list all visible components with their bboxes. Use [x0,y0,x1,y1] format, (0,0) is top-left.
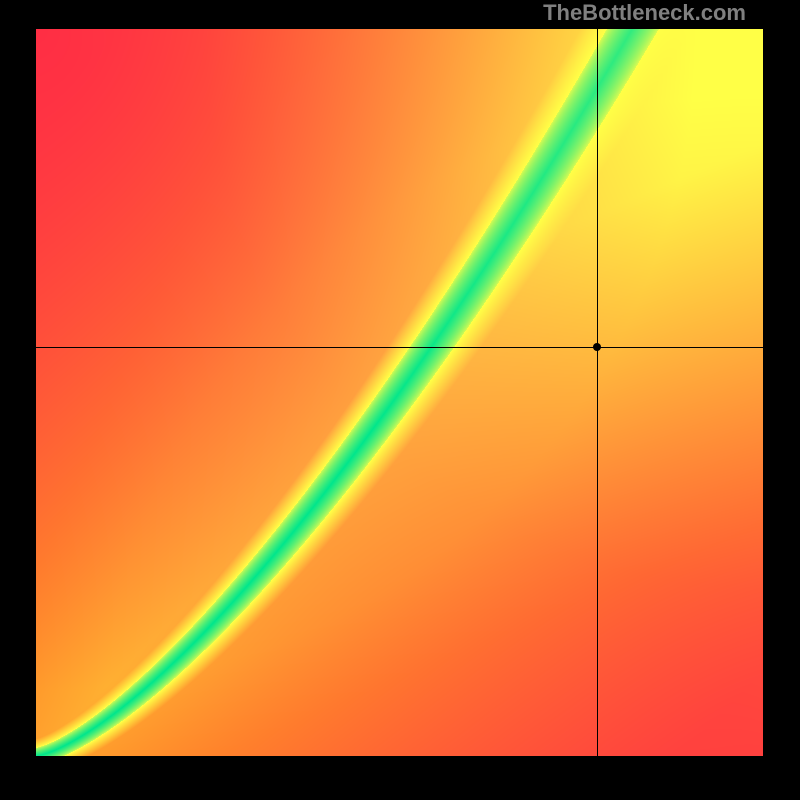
watermark-text: TheBottleneck.com [543,0,746,26]
marker-dot [593,343,601,351]
crosshair-horizontal [36,347,763,348]
crosshair-vertical [597,29,598,756]
heatmap-canvas [36,29,763,756]
chart-container: TheBottleneck.com [0,0,800,800]
heatmap-chart [36,29,763,756]
